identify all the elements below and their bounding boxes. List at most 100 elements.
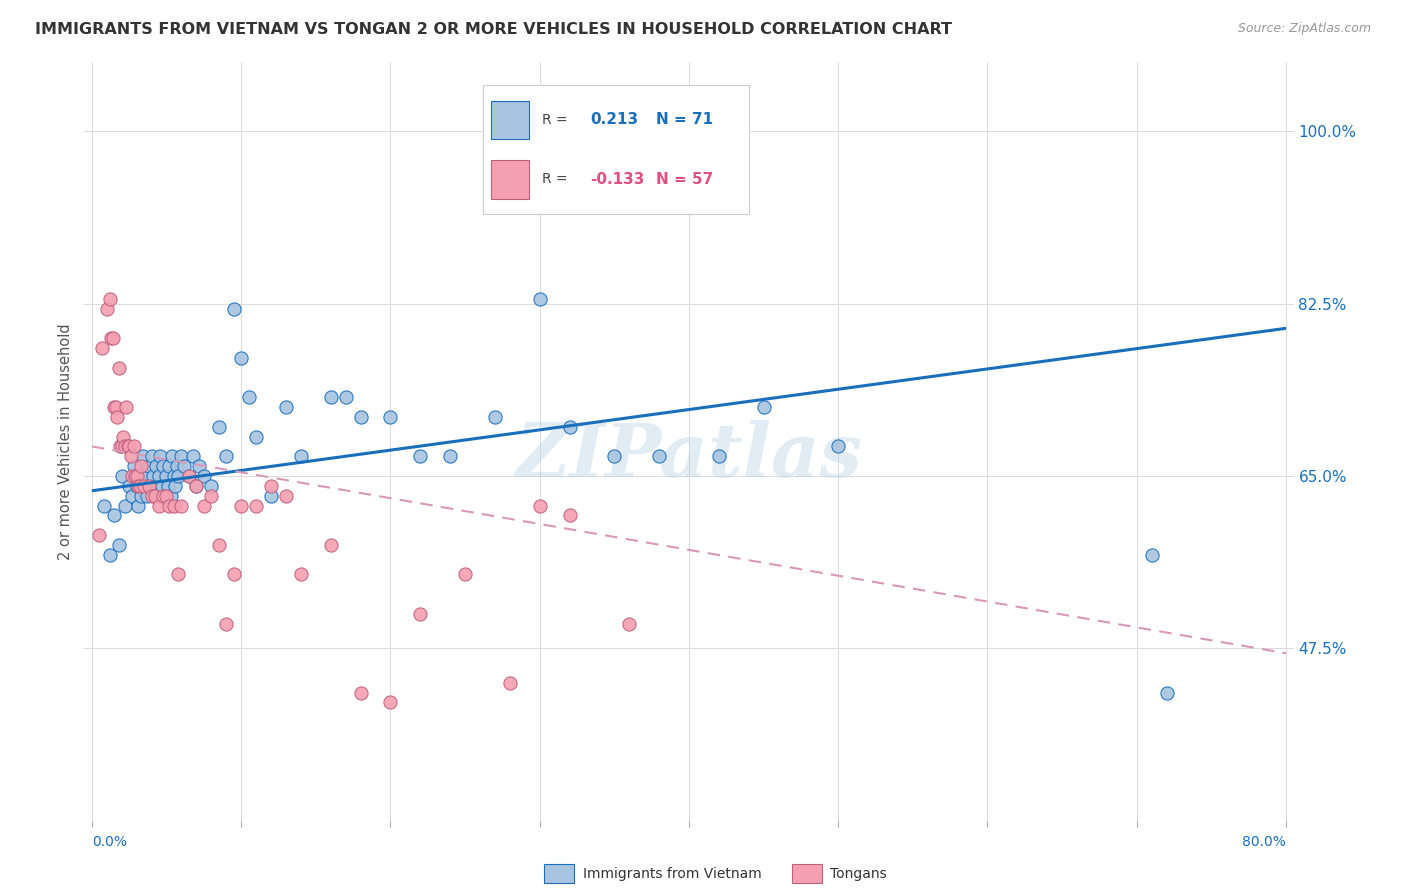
Point [484,409,506,424]
Point [115,400,138,414]
Point [114,499,136,513]
Point [193,499,215,513]
FancyBboxPatch shape [544,863,574,883]
Point [136,489,159,503]
Point [145,459,167,474]
Point [238,390,260,404]
Point [177,469,200,483]
Point [138,459,160,474]
Point [335,390,357,404]
Text: 0.0%: 0.0% [91,836,127,849]
Point [215,616,238,631]
Point [827,440,849,454]
Point [558,419,581,434]
Point [141,489,163,503]
Point [167,469,190,483]
Point [96,301,118,316]
Point [103,400,125,414]
Point [111,469,134,483]
Point [107,360,129,375]
Text: ZIPatlas: ZIPatlas [516,420,862,493]
Point [200,479,222,493]
Point [131,450,153,464]
Point [103,508,125,523]
Point [163,469,186,483]
Point [125,479,148,493]
Text: Source: ZipAtlas.com: Source: ZipAtlas.com [1237,22,1371,36]
Text: 80.0%: 80.0% [1241,836,1286,849]
Point [380,409,402,424]
Point [125,469,148,483]
Point [454,567,477,582]
Point [162,450,184,464]
Point [89,528,111,542]
Point [129,459,152,474]
Point [93,499,115,513]
Text: Immigrants from Vietnam: Immigrants from Vietnam [582,867,761,880]
Text: Tongans: Tongans [831,867,887,880]
Point [122,459,145,474]
Point [163,499,186,513]
Point [222,301,245,316]
Point [150,479,173,493]
Point [215,450,238,464]
Point [121,489,143,503]
Point [155,469,177,483]
Point [349,409,371,424]
Text: IMMIGRANTS FROM VIETNAM VS TONGAN 2 OR MORE VEHICLES IN HOUSEHOLD CORRELATION CH: IMMIGRANTS FROM VIETNAM VS TONGAN 2 OR M… [35,22,952,37]
Point [173,459,195,474]
Point [558,508,581,523]
Point [111,440,134,454]
Point [98,548,121,562]
Point [118,440,141,454]
Point [222,567,245,582]
Point [128,469,150,483]
Point [121,469,143,483]
Point [229,351,252,365]
Point [118,479,141,493]
Point [619,616,641,631]
Point [100,331,122,345]
Point [439,450,461,464]
Point [208,538,231,552]
Point [135,469,157,483]
Point [186,479,208,493]
Point [129,489,152,503]
Point [159,459,181,474]
Point [290,567,312,582]
Point [120,450,142,464]
Point [128,479,150,493]
Y-axis label: 2 or more Vehicles in Household: 2 or more Vehicles in Household [58,323,73,560]
Point [108,440,131,454]
Point [499,675,522,690]
Point [193,469,215,483]
Point [165,479,187,493]
Point [529,292,551,306]
Point [260,489,283,503]
Point [177,469,200,483]
Point [104,400,127,414]
Point [183,450,205,464]
Point [148,469,170,483]
Point [208,419,231,434]
Point [167,567,190,582]
Point [127,479,149,493]
Point [153,489,176,503]
Point [186,479,208,493]
Point [105,409,128,424]
Point [319,538,342,552]
Point [152,459,174,474]
Point [707,450,730,464]
FancyBboxPatch shape [792,863,823,883]
Point [319,390,342,404]
Point [349,685,371,699]
Point [166,459,188,474]
Point [1156,685,1178,699]
Point [117,440,139,454]
Point [152,489,174,503]
Point [101,331,124,345]
Point [245,429,267,443]
Point [380,696,402,710]
Point [91,341,114,355]
Point [141,450,163,464]
